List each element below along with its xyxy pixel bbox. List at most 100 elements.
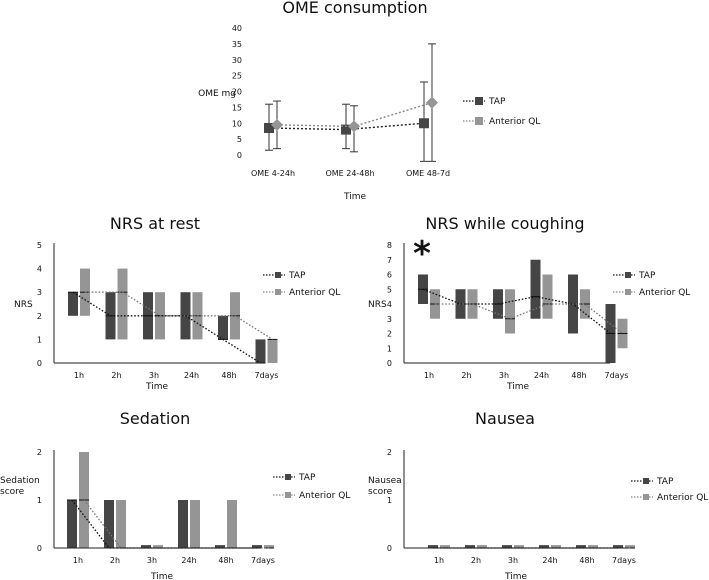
nausea-xtick-0: 1h <box>434 556 444 565</box>
nrs-cough-title: NRS while coughing <box>425 214 584 233</box>
sedation-bar-ql-1 <box>116 500 126 548</box>
nrs-rest-legend-label-0: TAP <box>288 271 306 281</box>
nrs-cough-median-line-1 <box>435 303 623 335</box>
nausea-ylabel: Nausea score <box>368 476 402 497</box>
nrs-rest-ytick-5: 5 <box>37 241 42 250</box>
sedation-ylabel: Sedation score <box>0 476 40 497</box>
nrs-rest-xtick-4: 48h <box>221 371 236 380</box>
nausea-bar-tap-3 <box>539 545 549 548</box>
nrs-cough-ytick-1: 1 <box>387 344 392 353</box>
ome-xtick-1: OME 24-48h <box>325 169 374 178</box>
nrs-rest-ytick-1: 1 <box>37 335 42 344</box>
nausea-bar-ql-3 <box>551 545 561 548</box>
ome-title: OME consumption <box>282 0 427 17</box>
ome-ytick-6: 30 <box>232 56 242 65</box>
sedation-ylabel-word-0: Sedation <box>0 476 40 486</box>
ome-legend-label-1: Anterior QL <box>489 117 540 127</box>
ome-ytick-4: 20 <box>232 88 242 97</box>
nrs-cough-xtick-2: 3h <box>499 371 509 380</box>
nausea-legend-swatch-1 <box>643 494 649 500</box>
ome-xlabel: Time <box>343 192 366 202</box>
nausea-bar-tap-2 <box>502 545 512 548</box>
ome-xtick-0: OME 4-24h <box>251 169 295 178</box>
ome-xtick-2: OME 48-7d <box>406 169 450 178</box>
nrs-cough-ylabel: NRS <box>368 300 387 310</box>
nrs-rest-bar-ql-1 <box>117 268 128 340</box>
sedation-ytick-0: 0 <box>37 544 42 553</box>
nrs-rest-title: NRS at rest <box>110 214 200 233</box>
ome-ytick-0: 0 <box>237 151 242 160</box>
nrs-cough-xtick-0: 1h <box>424 371 434 380</box>
ome-legend-swatch-0 <box>475 97 483 105</box>
nrs-rest-xlabel: Time <box>145 382 168 392</box>
nausea-bar-ql-1 <box>477 545 487 548</box>
nrs-rest-legend-swatch-1 <box>275 289 281 295</box>
nrs-rest-median-line-0 <box>72 291 261 364</box>
nausea-bar-tap-1 <box>465 545 475 548</box>
sedation-bar-tap-3 <box>178 500 188 548</box>
nrs-rest-xtick-1: 2h <box>111 371 121 380</box>
nrs-rest-xtick-3: 24h <box>184 371 199 380</box>
ome-ytick-7: 35 <box>232 40 242 49</box>
ome-chart: OME consumption 0 5 10 15 20 25 30 35 40 OME mg OME… <box>198 0 450 202</box>
nausea-ytick-1: 1 <box>387 496 392 505</box>
ome-ytick-5: 25 <box>232 72 242 81</box>
nausea-bar-ql-2 <box>514 545 524 548</box>
nausea-xtick-4: 48h <box>579 556 594 565</box>
sedation-legend-label-0: TAP <box>298 473 316 483</box>
nausea-xlabel: Time <box>504 572 527 580</box>
nrs-cough-legend-swatch-0 <box>625 272 631 278</box>
nausea-ytick-2: 2 <box>387 448 392 457</box>
ome-ytick-8: 40 <box>232 24 242 33</box>
nausea-ylabel-word-1: score <box>368 487 393 497</box>
sedation-bar-ql-4 <box>227 500 237 548</box>
sedation-ylabel-word-1: score <box>0 487 25 497</box>
sedation-legend-swatch-0 <box>285 474 291 480</box>
nausea-title: Nausea <box>475 409 535 428</box>
nausea-bar-tap-5 <box>613 545 623 548</box>
nrs-cough-legend-swatch-1 <box>625 289 631 295</box>
ome-ylabel: OME mg <box>198 89 236 99</box>
sedation-ytick-2: 2 <box>37 448 42 457</box>
nrs-rest-legend-swatch-0 <box>275 272 281 278</box>
sedation-bar-ql-5 <box>264 545 274 548</box>
sedation-xtick-3: 24h <box>181 556 196 565</box>
ome-point-ql-2 <box>426 96 438 109</box>
nrs-rest-ytick-3: 3 <box>37 288 42 297</box>
nrs-rest-bar-tap-0 <box>68 292 78 316</box>
nausea-bar-ql-0 <box>440 545 450 548</box>
nausea-ylabel-word-0: Nausea <box>368 476 402 486</box>
nrs-rest-median-line-1 <box>85 291 273 340</box>
sedation-xtick-5: 7days <box>251 556 275 565</box>
nrs-rest-bar-ql-5 <box>267 339 278 363</box>
sedation-legend-label-1: Anterior QL <box>299 491 350 501</box>
nrs-cough-legend-label-0: TAP <box>638 271 656 281</box>
nrs-cough-ytick-6: 6 <box>387 271 392 280</box>
ome-point-ql-0 <box>271 118 283 131</box>
sedation-bar-tap-2 <box>141 545 151 548</box>
nrs-rest-ytick-4: 4 <box>37 265 42 274</box>
sedation-bar-tap-0 <box>67 500 77 548</box>
nrs-cough-bar-ql-3 <box>542 274 553 319</box>
nausea-xtick-2: 3h <box>508 556 518 565</box>
nrs-rest-bar-tap-5 <box>255 339 266 363</box>
nrs-cough-ytick-3: 3 <box>387 315 392 324</box>
nrs-cough-chart: NRS while coughing NRS 1h 2h 3h 24h 48h 7days Ti… <box>368 214 628 392</box>
sedation-xtick-2: 3h <box>147 556 157 565</box>
nausea-xtick-5: 7days <box>612 556 636 565</box>
nausea-legend-label-1: Anterior QL <box>657 493 708 503</box>
ome-point-tap-1 <box>341 124 351 135</box>
sedation-bar-ql-3 <box>190 500 200 548</box>
nrs-cough-ytick-5: 5 <box>387 285 392 294</box>
nrs-rest-legend-label-1: Anterior QL <box>289 288 340 298</box>
ome-legend-label-0: TAP <box>488 97 506 107</box>
nausea-bar-ql-5 <box>625 545 635 548</box>
ome-point-tap-0 <box>264 123 274 134</box>
nrs-cough-ytick-2: 2 <box>387 330 392 339</box>
sedation-title: Sedation <box>120 409 191 428</box>
nausea-bar-ql-4 <box>588 545 598 548</box>
ome-ytick-1: 5 <box>237 135 242 144</box>
sedation-ytick-1: 1 <box>37 496 42 505</box>
sedation-bar-tap-1 <box>104 500 114 548</box>
